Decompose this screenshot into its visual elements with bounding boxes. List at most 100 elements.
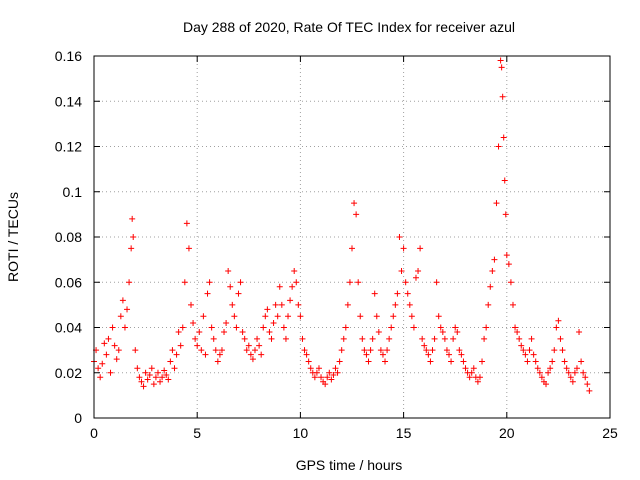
data-point [148,365,155,372]
data-point [330,372,337,379]
data-point [198,347,205,354]
data-point [367,347,374,354]
chart-title: Day 288 of 2020, Rate Of TEC Index for r… [183,19,515,35]
data-point [534,365,541,372]
data-point [462,365,469,372]
data-point [377,347,384,354]
data-point [169,347,176,354]
data-point [274,313,281,320]
data-point [578,358,585,365]
data-point [456,347,463,354]
data-point [334,369,341,376]
data-point [324,374,331,381]
data-point [489,267,496,274]
data-point [439,329,446,336]
data-point [373,313,380,320]
data-point [221,329,228,336]
data-point [555,317,562,324]
data-point [130,234,137,240]
data-point [446,351,453,358]
data-point [410,324,417,331]
data-point [210,335,217,342]
data-point [479,358,486,365]
data-point [582,374,589,381]
data-point [113,356,120,363]
plot-frame [93,55,611,419]
data-point [216,351,223,358]
data-point [258,351,265,358]
data-point [573,365,580,372]
data-point [495,143,502,150]
data-point [251,347,258,354]
data-point [346,279,353,286]
data-point [388,324,395,331]
data-point [549,358,556,365]
y-tick-label: 0 [74,410,82,426]
data-point [522,351,529,358]
x-tick-label: 0 [90,425,98,441]
data-point [266,329,273,336]
data-point [435,313,442,320]
data-point [553,324,560,331]
x-tick-label: 5 [193,425,201,441]
data-point [111,342,118,349]
data-point [365,358,372,365]
data-point [408,313,415,320]
data-point [105,335,112,342]
data-point [270,319,277,326]
data-point [332,365,339,372]
y-tick-label: 0.08 [55,229,82,245]
data-point [361,347,368,354]
data-point [126,279,133,286]
data-point [502,211,509,218]
data-point [206,279,213,286]
data-point [349,245,355,252]
data-point [437,324,444,331]
data-point [171,365,178,372]
data-point [458,351,465,358]
data-point [509,301,516,308]
data-point [223,319,230,326]
data-point [571,369,578,376]
data-point [99,360,106,367]
data-point [569,378,576,385]
data-point [163,372,170,379]
data-point [524,358,531,365]
data-point [124,306,131,313]
data-point [293,279,300,286]
data-point [406,301,413,308]
data-point [404,290,411,297]
data-point [460,358,467,365]
data-point [227,283,234,290]
data-point [476,374,483,381]
data-point [394,290,401,297]
y-tick-label: 0.02 [55,365,82,381]
data-point [528,335,535,342]
data-point [429,347,436,354]
data-point [530,351,537,358]
data-point [287,297,294,304]
data-point [159,374,166,381]
data-point [500,134,507,141]
data-point [351,200,358,207]
data-point [326,369,333,376]
data-point [117,313,124,320]
data-point [115,347,122,354]
y-tick-labels: 0 0.02 0.04 0.06 0.08 0.1 0.12 0.14 0.16 [55,48,82,426]
data-point [161,367,168,374]
data-point [433,279,440,286]
data-point [557,335,564,342]
data-point [415,267,422,274]
data-point [363,351,370,358]
data-point [505,261,512,268]
data-point [498,64,505,71]
data-point [468,369,475,376]
data-point [336,358,343,365]
data-point [338,347,345,354]
data-point [501,177,508,184]
data-point [559,347,566,354]
data-point [499,93,506,100]
data-point [518,342,525,349]
data-point [561,358,568,365]
data-point [402,279,409,286]
